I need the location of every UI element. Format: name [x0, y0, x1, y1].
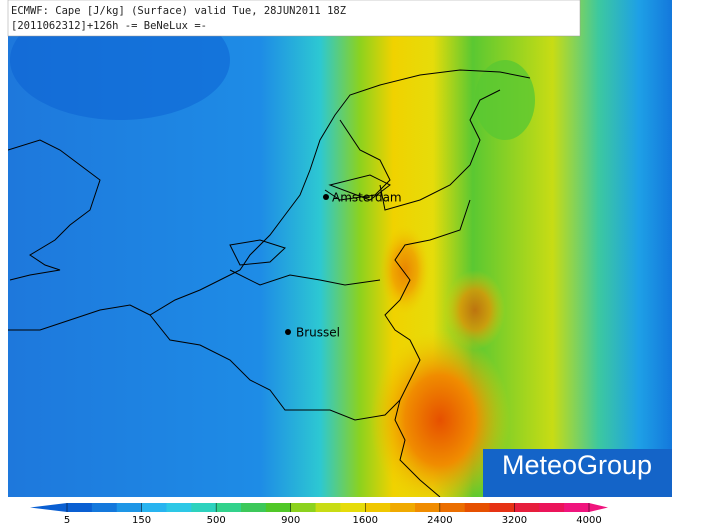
colorbar-cell: [564, 503, 590, 512]
colorbar-cell: [539, 503, 565, 512]
coastline: [8, 69, 531, 331]
header-line: [2011062312]+126h -= BeNeLux =-: [11, 20, 207, 32]
colorbar-cell: [340, 503, 366, 512]
colorbar-cell: [91, 503, 118, 512]
colorbar-arrow: [589, 503, 608, 512]
colorbar-cell: [241, 503, 267, 512]
border: [149, 269, 401, 421]
coastline: [229, 174, 391, 266]
colorbar-cell: [390, 503, 416, 512]
colorbar-cell: [315, 503, 341, 512]
colorbar: 5 150 500 900 1600 2400 3200 4000: [30, 503, 608, 526]
colorbar-tick-label: 3200: [502, 515, 527, 526]
colorbar-tick-label: 900: [281, 515, 300, 526]
colorbar-cell: [439, 503, 466, 512]
cape-maximum: [380, 225, 430, 315]
colorbar-cell: [191, 503, 217, 512]
colorbar-cell: [67, 503, 93, 512]
colorbar-tick-label: 5: [64, 515, 70, 526]
colorbar-cell: [116, 503, 143, 512]
logo-box: [483, 449, 672, 497]
colorbar-cell: [489, 503, 515, 512]
header-box: [7, 0, 581, 37]
colorbar-tick-label: 500: [207, 515, 226, 526]
colorbar-cell: [415, 503, 441, 512]
city-label: Brussel: [296, 326, 340, 340]
colorbar-cell: [365, 503, 391, 512]
logo: MeteoGroup: [502, 450, 652, 480]
colorbar-cell: [464, 503, 491, 512]
header-line: ECMWF: Cape [J/kg] (Surface) valid Tue, …: [11, 5, 346, 17]
colorbar-tick-label: 2400: [427, 515, 452, 526]
colorbar-tick-label: 4000: [576, 515, 601, 526]
colorbar-arrow: [30, 503, 67, 512]
colorbar-cell: [514, 503, 540, 512]
colorbar-cell: [265, 503, 292, 512]
coastline: [324, 89, 501, 211]
city-marker: [285, 329, 291, 335]
map: Amsterdam Brussel: [8, 0, 672, 497]
border: [384, 199, 471, 497]
cape-maximum: [370, 330, 510, 497]
cape-maximum: [445, 270, 505, 350]
colorbar-tick-label: 150: [132, 515, 151, 526]
colorbar-cell: [166, 503, 192, 512]
colorbar-cell: [216, 503, 242, 512]
cape-area: [475, 60, 535, 140]
city-marker: [323, 194, 329, 200]
colorbar-cell: [141, 503, 167, 512]
colorbar-cell: [290, 503, 317, 512]
colorbar-tick-label: 1600: [353, 515, 378, 526]
city-label: Amsterdam: [332, 191, 402, 205]
